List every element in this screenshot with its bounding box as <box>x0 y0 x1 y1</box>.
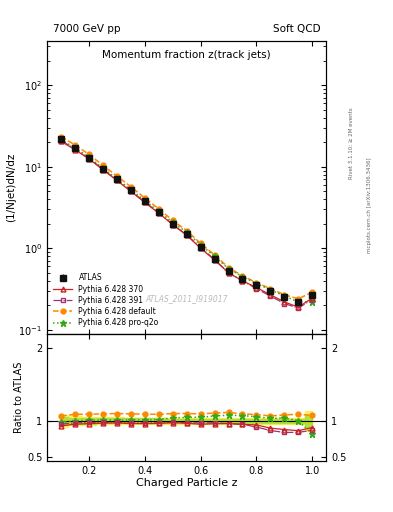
Pythia 6.428 pro-q2o <box>142 198 147 204</box>
Pythia 6.428 pro-q2o <box>59 137 64 143</box>
Text: Soft QCD: Soft QCD <box>273 24 321 34</box>
Pythia 6.428 pro-q2o <box>254 281 259 287</box>
Pythia 6.428 default <box>115 173 119 179</box>
Pythia 6.428 391 <box>86 155 91 161</box>
Pythia 6.428 default <box>268 286 273 292</box>
Y-axis label: Ratio to ATLAS: Ratio to ATLAS <box>14 361 24 433</box>
Pythia 6.428 pro-q2o <box>240 273 245 280</box>
Pythia 6.428 391 <box>240 278 245 284</box>
Y-axis label: (1/Njet)dN/dz: (1/Njet)dN/dz <box>6 153 16 222</box>
Line: Pythia 6.428 370: Pythia 6.428 370 <box>59 139 315 310</box>
Pythia 6.428 391 <box>198 245 203 251</box>
Pythia 6.428 default <box>240 273 245 279</box>
Pythia 6.428 default <box>86 152 91 158</box>
Pythia 6.428 default <box>142 195 147 201</box>
Pythia 6.428 pro-q2o <box>115 176 119 182</box>
Legend: ATLAS, Pythia 6.428 370, Pythia 6.428 391, Pythia 6.428 default, Pythia 6.428 pr: ATLAS, Pythia 6.428 370, Pythia 6.428 39… <box>51 271 161 330</box>
Pythia 6.428 default <box>254 280 259 286</box>
X-axis label: Charged Particle z: Charged Particle z <box>136 478 237 488</box>
Pythia 6.428 391 <box>73 146 77 152</box>
Pythia 6.428 default <box>129 184 133 190</box>
Pythia 6.428 pro-q2o <box>268 287 273 293</box>
Line: Pythia 6.428 default: Pythia 6.428 default <box>59 134 315 301</box>
Pythia 6.428 default <box>212 252 217 258</box>
Pythia 6.428 default <box>226 265 231 271</box>
Pythia 6.428 391 <box>184 232 189 238</box>
Text: mcplots.cern.ch [arXiv:1306.3436]: mcplots.cern.ch [arXiv:1306.3436] <box>367 157 372 252</box>
Pythia 6.428 370 <box>198 245 203 251</box>
Pythia 6.428 pro-q2o <box>86 154 91 160</box>
Pythia 6.428 370 <box>226 270 231 276</box>
Pythia 6.428 default <box>101 162 105 168</box>
Pythia 6.428 default <box>73 142 77 148</box>
Pythia 6.428 pro-q2o <box>226 266 231 272</box>
Pythia 6.428 pro-q2o <box>129 186 133 193</box>
Pythia 6.428 391 <box>129 188 133 194</box>
Pythia 6.428 pro-q2o <box>212 253 217 259</box>
Line: Pythia 6.428 pro-q2o: Pythia 6.428 pro-q2o <box>58 137 315 305</box>
Pythia 6.428 pro-q2o <box>73 145 77 151</box>
Pythia 6.428 391 <box>226 270 231 276</box>
Pythia 6.428 391 <box>115 177 119 183</box>
Pythia 6.428 default <box>171 218 175 224</box>
Pythia 6.428 370 <box>59 138 64 144</box>
Line: Pythia 6.428 391: Pythia 6.428 391 <box>59 138 314 310</box>
Pythia 6.428 default <box>296 296 301 302</box>
Pythia 6.428 370 <box>129 188 133 195</box>
Pythia 6.428 391 <box>156 210 161 216</box>
Pythia 6.428 default <box>156 206 161 212</box>
Pythia 6.428 default <box>310 289 314 295</box>
Pythia 6.428 391 <box>101 166 105 173</box>
Text: 7000 GeV pp: 7000 GeV pp <box>53 24 120 34</box>
Pythia 6.428 391 <box>310 296 314 303</box>
Pythia 6.428 default <box>184 227 189 233</box>
Pythia 6.428 391 <box>254 286 259 292</box>
Pythia 6.428 pro-q2o <box>184 229 189 236</box>
Pythia 6.428 370 <box>142 200 147 206</box>
Pythia 6.428 391 <box>296 305 301 311</box>
Text: Rivet 3.1.10; ≥ 2M events: Rivet 3.1.10; ≥ 2M events <box>349 108 354 179</box>
Pythia 6.428 pro-q2o <box>156 208 161 215</box>
Pythia 6.428 370 <box>282 299 286 305</box>
Pythia 6.428 391 <box>268 293 273 299</box>
Pythia 6.428 391 <box>212 257 217 263</box>
Pythia 6.428 370 <box>240 278 245 284</box>
Pythia 6.428 391 <box>142 199 147 205</box>
Pythia 6.428 391 <box>171 221 175 227</box>
Pythia 6.428 391 <box>59 138 64 144</box>
Pythia 6.428 370 <box>184 232 189 238</box>
Pythia 6.428 370 <box>115 177 119 183</box>
Pythia 6.428 370 <box>73 146 77 153</box>
Pythia 6.428 391 <box>282 301 286 307</box>
Pythia 6.428 370 <box>86 156 91 162</box>
Pythia 6.428 370 <box>310 295 314 301</box>
Pythia 6.428 pro-q2o <box>198 242 203 248</box>
Pythia 6.428 370 <box>268 292 273 298</box>
Pythia 6.428 default <box>59 134 64 140</box>
Pythia 6.428 pro-q2o <box>101 165 105 172</box>
Pythia 6.428 pro-q2o <box>282 293 286 299</box>
Pythia 6.428 370 <box>254 285 259 291</box>
Text: ATLAS_2011_I919017: ATLAS_2011_I919017 <box>145 294 228 303</box>
Pythia 6.428 pro-q2o <box>310 299 314 305</box>
Pythia 6.428 370 <box>171 222 175 228</box>
Pythia 6.428 370 <box>101 167 105 173</box>
Pythia 6.428 default <box>282 292 286 298</box>
Pythia 6.428 pro-q2o <box>171 219 175 225</box>
Text: Momentum fraction z(track jets): Momentum fraction z(track jets) <box>102 50 271 60</box>
Pythia 6.428 370 <box>156 210 161 216</box>
Pythia 6.428 default <box>198 240 203 246</box>
Pythia 6.428 pro-q2o <box>296 299 301 305</box>
Pythia 6.428 370 <box>212 257 217 263</box>
Pythia 6.428 370 <box>296 304 301 310</box>
